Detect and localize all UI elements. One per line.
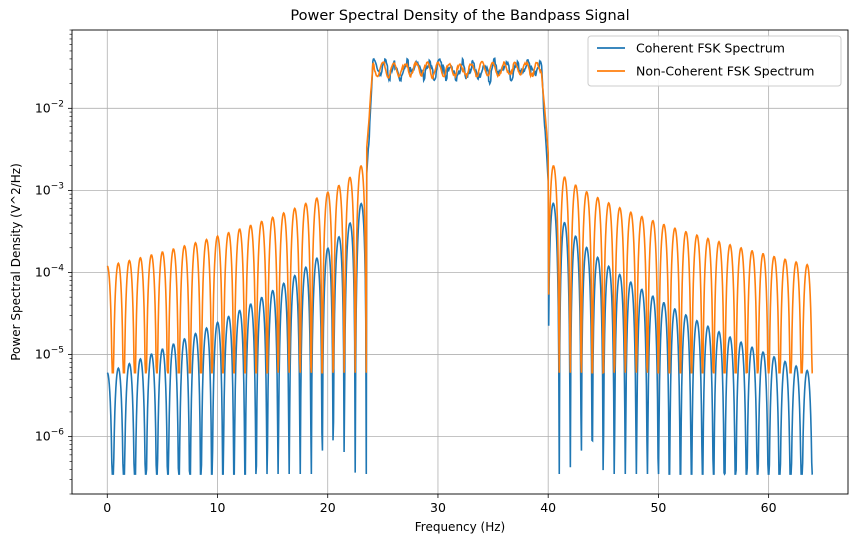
legend-label-coherent: Coherent FSK Spectrum [636,41,785,56]
plot-frame [71,29,849,495]
y-tick-label: 10−5 [35,346,64,362]
series-line-non-coherent [106,60,814,375]
x-tick-label: 0 [103,500,111,515]
series-line-coherent [106,56,814,476]
x-tick-label: 20 [320,500,336,515]
x-axis-label: Frequency (Hz) [415,520,506,534]
y-axis-ticks: 10−6 10−5 10−4 10−3 10−2 [35,29,72,495]
legend-label-non-coherent: Non-Coherent FSK Spectrum [636,64,814,79]
x-tick-label: 50 [650,500,666,515]
y-tick-label: 10−6 [35,428,64,444]
x-axis-ticks: 0 10 20 30 40 50 60 [103,494,777,515]
y-tick-label: 10−4 [35,263,64,279]
y-tick-label: 10−3 [35,181,64,197]
y-tick-label: 10−2 [35,99,64,115]
x-tick-label: 10 [210,500,226,515]
chart-title: Power Spectral Density of the Bandpass S… [290,8,629,24]
plot-area [106,56,814,476]
legend: Coherent FSK Spectrum Non-Coherent FSK S… [587,35,842,87]
x-tick-label: 30 [430,500,446,515]
x-tick-label: 40 [540,500,556,515]
y-axis-label: Power Spectral Density (V^2/Hz) [9,163,23,361]
legend-box [587,35,842,87]
x-tick-label: 60 [761,500,777,515]
